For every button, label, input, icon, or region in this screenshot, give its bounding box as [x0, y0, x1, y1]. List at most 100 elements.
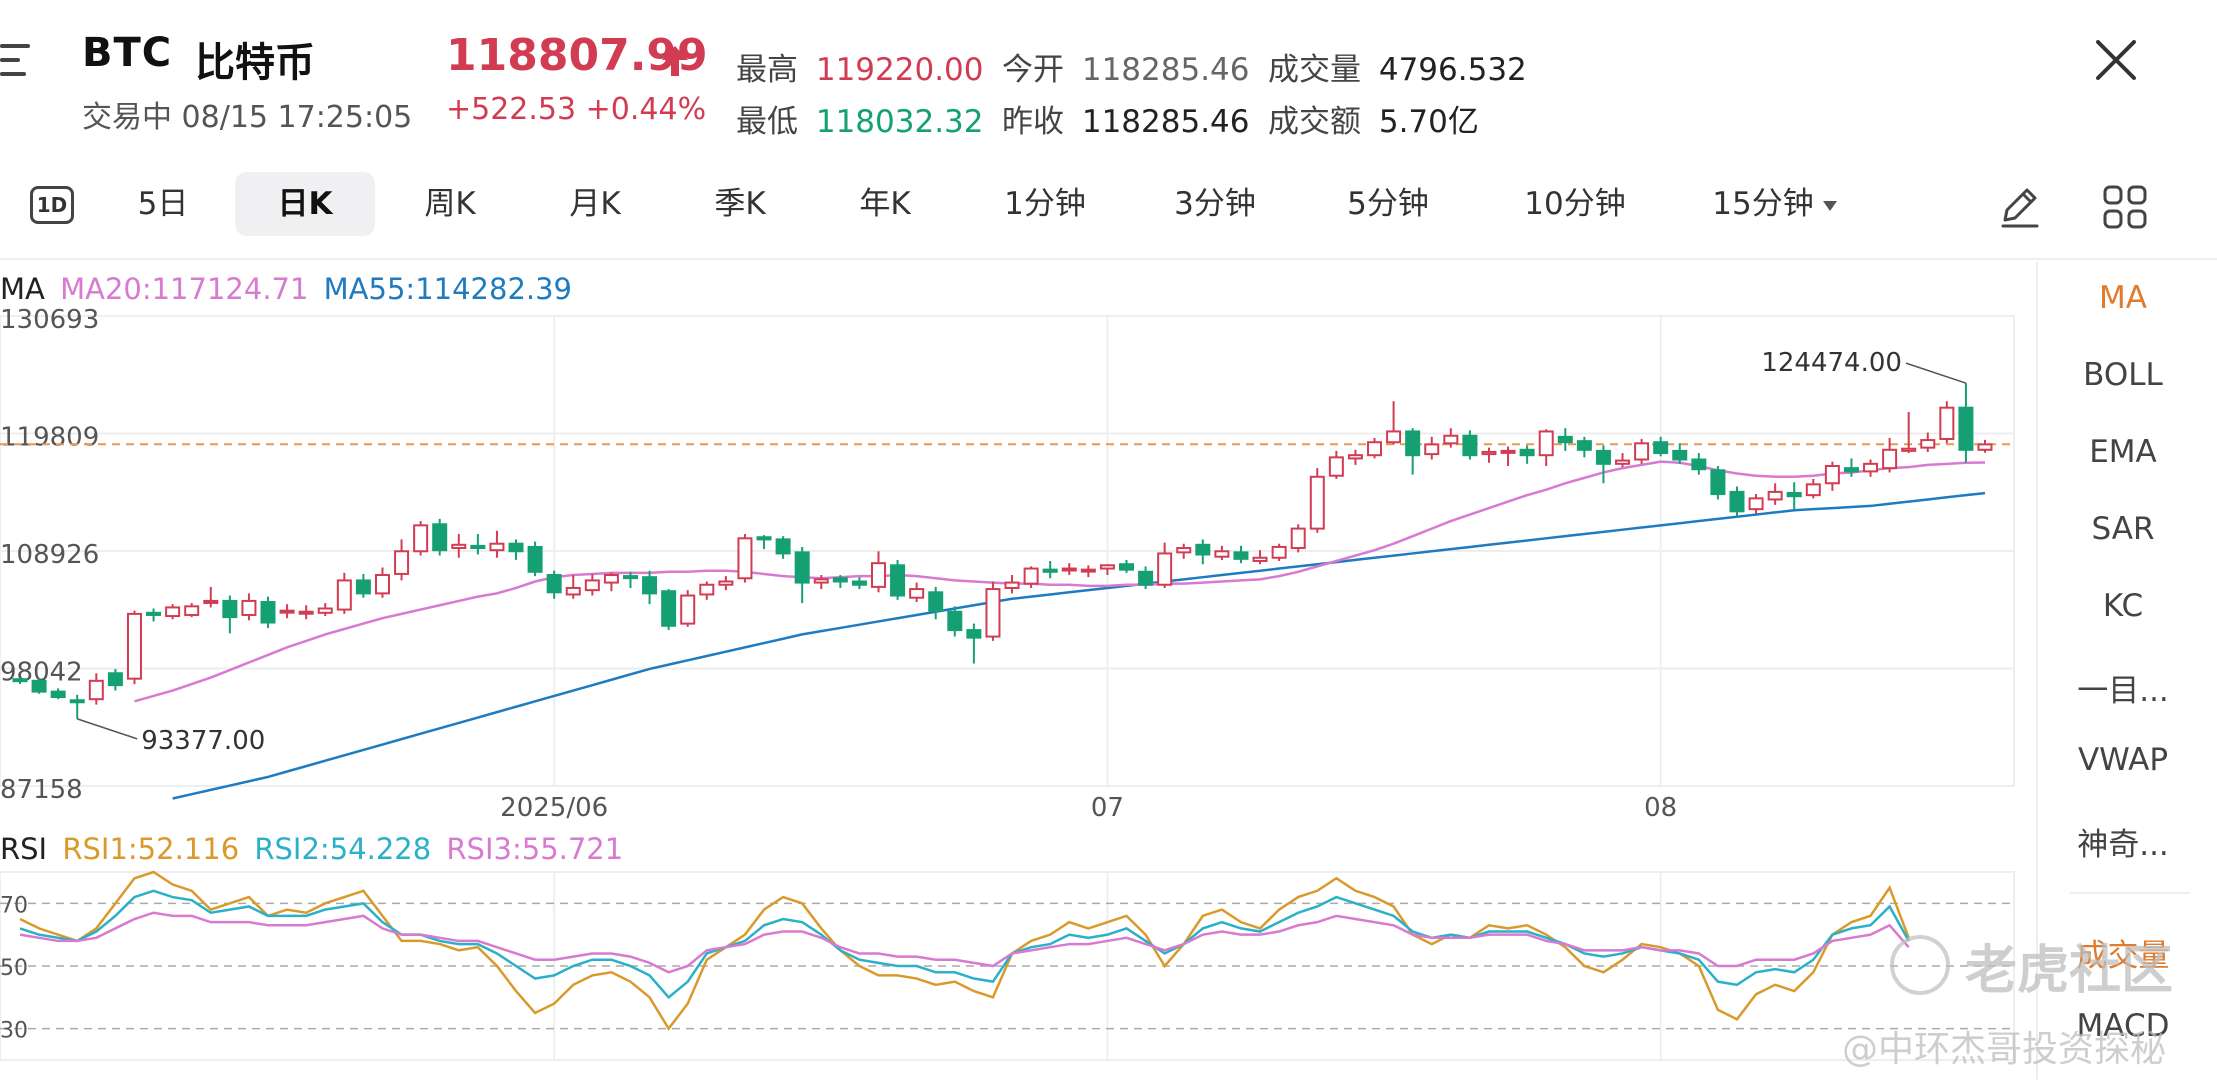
- candle-body: [890, 564, 906, 597]
- candle: [241, 593, 257, 621]
- indicator-magic[interactable]: 神奇...: [2077, 827, 2169, 863]
- candle-body: [1252, 556, 1268, 562]
- candle: [88, 673, 104, 705]
- candle: [1309, 468, 1325, 533]
- candle-body: [661, 590, 677, 627]
- quote-header: BTC 比特币 交易中 08/15 17:25:05 118807.99 +52…: [0, 0, 2217, 160]
- candle-body: [1939, 406, 1955, 440]
- dropdown-caret-icon[interactable]: [1822, 200, 1838, 212]
- candle: [1519, 445, 1535, 464]
- candle-body: [31, 679, 47, 693]
- candle: [1843, 458, 1859, 477]
- candle-body: [12, 678, 28, 683]
- tab-monthly-k[interactable]: 月K: [569, 186, 621, 222]
- candle: [1882, 437, 1898, 473]
- tab-quarterly-k[interactable]: 季K: [714, 186, 766, 222]
- candle: [1138, 566, 1154, 590]
- tab-1min[interactable]: 1分钟: [1004, 186, 1086, 222]
- indicator-ichimoku[interactable]: 一目...: [2077, 673, 2169, 709]
- candle: [1367, 437, 1383, 459]
- candle-body: [489, 542, 505, 552]
- price-axis-tick: 130693: [0, 305, 99, 335]
- candle-body: [470, 544, 486, 550]
- high-value: 119220.00: [815, 52, 984, 88]
- indicator-sar[interactable]: SAR: [2091, 511, 2155, 547]
- candle: [50, 688, 66, 700]
- candle-body: [222, 599, 238, 619]
- candle-body: [546, 574, 562, 594]
- ma55-value: MA55:114282.39: [323, 272, 573, 306]
- low-stat: 最低 118032.32: [736, 96, 984, 141]
- low-annotation-label: 93377.00: [141, 726, 265, 756]
- candle: [184, 603, 200, 618]
- candle: [336, 572, 352, 614]
- rsi-legend[interactable]: RSI RSI1:52.116 RSI2:54.228 RSI3:55.721: [0, 832, 623, 866]
- candle: [1710, 465, 1726, 500]
- high-label: 最高: [736, 52, 798, 88]
- indicator-boll[interactable]: BOLL: [2083, 357, 2163, 393]
- candle: [508, 539, 524, 560]
- candle-body: [1863, 462, 1879, 473]
- candle-body: [1653, 441, 1669, 455]
- candle: [1901, 412, 1917, 454]
- rsi-axis-tick: 70: [0, 893, 28, 918]
- layout-grid-icon[interactable]: [2102, 184, 2148, 230]
- rsi-axis-tick: 30: [0, 1019, 28, 1044]
- rsi-axis-tick: 50: [0, 956, 28, 981]
- candle: [1023, 566, 1039, 588]
- candle-body: [374, 574, 390, 595]
- candle-body: [88, 679, 104, 701]
- indicator-kc[interactable]: KC: [2102, 588, 2144, 624]
- close-icon[interactable]: [2094, 38, 2138, 82]
- candle: [126, 610, 142, 685]
- tab-daily-k[interactable]: 日K: [235, 172, 375, 236]
- tab-1d[interactable]: 1D: [30, 186, 74, 224]
- tab-weekly-k[interactable]: 周K: [424, 186, 476, 222]
- tab-10min[interactable]: 10分钟: [1524, 186, 1626, 222]
- candle-body: [928, 591, 944, 612]
- ma20-value: MA20:117124.71: [60, 272, 309, 306]
- candle: [718, 576, 734, 591]
- tab-5day[interactable]: 5日: [137, 186, 189, 222]
- draw-pencil-icon[interactable]: [1995, 182, 2043, 230]
- candle: [622, 571, 638, 588]
- candle-body: [1119, 563, 1135, 571]
- indicator-ema[interactable]: EMA: [2089, 434, 2157, 470]
- date-axis-tick: 08: [1644, 793, 1677, 823]
- candle-body: [1767, 490, 1783, 501]
- tab-yearly-k[interactable]: 年K: [859, 186, 911, 222]
- candle: [1042, 560, 1058, 579]
- indicator-ma[interactable]: MA: [2099, 280, 2147, 316]
- candle: [1939, 401, 1955, 444]
- candle: [1576, 436, 1592, 458]
- turnover-value: 5.70亿: [1378, 104, 1479, 140]
- low-value: 118032.32: [815, 104, 984, 140]
- candle: [222, 595, 238, 634]
- indicator-vwap[interactable]: VWAP: [2077, 742, 2169, 778]
- low-annotation-leader: [76, 718, 138, 740]
- candle-body: [642, 576, 658, 595]
- candle-body: [718, 580, 734, 586]
- candle: [413, 521, 429, 556]
- ma-legend[interactable]: MA MA20:117124.71 MA55:114282.39: [0, 272, 572, 306]
- candle: [756, 535, 772, 550]
- tab-5min[interactable]: 5分钟: [1347, 186, 1429, 222]
- tab-15min[interactable]: 15分钟: [1712, 186, 1814, 222]
- candle-body: [1157, 552, 1173, 586]
- menu-icon[interactable]: [0, 40, 40, 84]
- rsi2-value: RSI2:54.228: [254, 832, 432, 866]
- candle: [661, 589, 677, 631]
- candle: [642, 570, 658, 605]
- indicator-macd[interactable]: MACD: [2076, 1008, 2170, 1044]
- high-stat: 最高 119220.00: [736, 44, 984, 89]
- candle: [1099, 564, 1115, 576]
- tab-3min[interactable]: 3分钟: [1174, 186, 1256, 222]
- indicator-volume[interactable]: 成交量: [2076, 938, 2170, 974]
- candle: [394, 539, 410, 581]
- candle: [298, 605, 314, 620]
- candle: [470, 534, 486, 555]
- candle-body: [146, 611, 162, 616]
- candle-body: [260, 601, 276, 624]
- price-axis-tick: 108926: [0, 540, 99, 570]
